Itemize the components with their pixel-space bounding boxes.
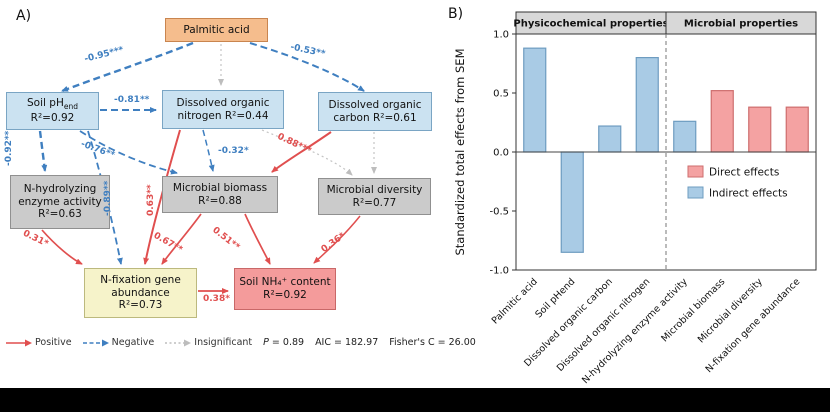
arrow-mb-to-nh4 <box>244 213 271 265</box>
legend-swatch-direct <box>687 165 704 178</box>
box-n-fixation-gene-abundance: N-fixation gene abundance R²=0.73 <box>84 268 197 318</box>
box-line: Soil NH₄⁺ content <box>239 276 331 289</box>
legend-label-negative: Negative <box>111 337 155 348</box>
stat-p-label: P <box>263 337 269 348</box>
sem-legend-row: Positive Negative Insignificant P = 0.89… <box>6 337 476 348</box>
box-line: R²=0.88 <box>198 194 242 207</box>
legend-item-positive: Positive <box>6 337 72 348</box>
bar-4 <box>673 120 697 153</box>
insignificant-arrow-icon <box>165 339 192 346</box>
box-line: nitrogen R²=0.44 <box>177 109 269 122</box>
subscript: end <box>63 102 78 112</box>
box-line: R²=0.73 <box>118 299 163 312</box>
box-line: Dissolved organic <box>176 96 270 109</box>
coef-nhea-nfg: 0.31* <box>21 228 50 250</box>
bar-6 <box>748 106 772 153</box>
bar-5 <box>710 90 734 153</box>
panel-b-bar-chart: B) Physicochemical properties Microbial p… <box>438 0 830 388</box>
y-tick-label-1: 0.5 <box>493 89 509 100</box>
x-tick-label-5: Microbial biomass <box>659 276 727 344</box>
coef-mb-nfg: 0.67** <box>151 230 185 256</box>
box-dissolved-organic-nitrogen: Dissolved organic nitrogen R²=0.44 <box>162 90 284 129</box>
bar-3 <box>635 56 659 153</box>
y-tick-label-2: 0.0 <box>493 148 509 159</box>
group-label-1: Microbial properties <box>684 19 798 30</box>
y-tick-label-4: -1.0 <box>489 266 509 277</box>
coef-mb-nh4: 0.51** <box>210 225 242 253</box>
bar-2 <box>598 125 622 153</box>
stat-fishers-c: Fisher's C = 26.00 <box>389 337 476 348</box>
y-tick-label-3: -0.5 <box>489 207 509 218</box>
arrow-nhea-to-nfg <box>41 229 83 265</box>
coef-palmitic-soilph: -0.95*** <box>83 45 125 65</box>
y-axis-title: Standardized total effects from SEM <box>453 49 467 256</box>
legend-item-insignificant: Insignificant <box>165 337 252 348</box>
panel-b-label: B) <box>448 6 464 22</box>
coef-nfg-nh4: 0.38* <box>203 294 230 304</box>
box-line: R²=0.92 <box>30 111 75 124</box>
box-line: Soil pHend <box>27 97 78 111</box>
y-tick-label-0: 1.0 <box>493 30 509 41</box>
figure-canvas: A) <box>0 0 830 388</box>
stat-aic: AIC = 182.97 <box>315 337 379 348</box>
box-line: R²=0.63 <box>38 208 82 221</box>
panel-a-sem-diagram: A) <box>0 0 476 388</box>
coef-soilph-mb: -0.76** <box>79 139 117 161</box>
bar-1 <box>560 151 584 253</box>
coef-soilph-nhea: -0.92** <box>4 130 14 166</box>
box-microbial-biomass: Microbial biomass R²=0.88 <box>162 176 278 213</box>
box-line: R²=0.92 <box>263 289 307 301</box>
box-line: Dissolved organic <box>328 98 422 111</box>
standardized-effects-chart: Physicochemical properties Microbial prop… <box>453 11 817 386</box>
box-line: carbon R²=0.61 <box>333 111 417 124</box>
coef-soilph-nfg: -0.89** <box>103 180 113 216</box>
coef-don-mb: -0.32* <box>218 146 249 156</box>
coef-soilph-don: -0.81** <box>114 95 150 105</box>
box-line: enzyme activity <box>18 195 102 208</box>
box-line: R²=0.77 <box>352 196 397 209</box>
arrow-soilph-to-nhea <box>38 130 48 172</box>
negative-arrow-icon <box>82 339 109 346</box>
box-soil-nh4-content: Soil NH₄⁺ content R²=0.92 <box>234 268 336 310</box>
box-text: Soil pH <box>27 97 64 110</box>
box-line: Microbial diversity <box>326 183 423 196</box>
box-soil-ph: Soil pHend R²=0.92 <box>6 92 99 130</box>
arrow-don-to-mb <box>202 129 215 172</box>
box-palmitic-acid: Palmitic acid <box>165 18 268 42</box>
panel-a-label: A) <box>16 8 32 24</box>
legend-label-direct: Direct effects <box>709 167 779 179</box>
legend-label-insignificant: Insignificant <box>194 337 253 348</box>
box-microbial-diversity: Microbial diversity R²=0.77 <box>318 178 431 215</box>
coef-don-nfg: 0.63** <box>146 184 156 216</box>
legend-label-indirect: Indirect effects <box>709 188 788 200</box>
box-line: abundance <box>111 286 170 299</box>
x-tick-label-6: Microbial diversity <box>696 276 765 345</box>
legend-item-negative: Negative <box>82 337 155 348</box>
box-dissolved-organic-carbon: Dissolved organic carbon R²=0.61 <box>318 92 432 131</box>
coef-md-nh4: 0.36* <box>319 231 348 255</box>
coef-doc-mb: 0.88*** <box>275 131 313 157</box>
coef-palmitic-doc: -0.53** <box>289 42 327 60</box>
stat-p-number: = 0.89 <box>271 337 305 348</box>
positive-arrow-icon <box>6 339 32 346</box>
stat-p-value: P = 0.89 <box>263 337 304 348</box>
box-line: Palmitic acid <box>183 23 250 36</box>
legend-label-positive: Positive <box>35 337 72 348</box>
bar-7 <box>785 106 809 153</box>
legend-swatch-indirect <box>687 186 704 199</box>
box-n-hydrolyzing-enzyme-activity: N-hydrolyzing enzyme activity R²=0.63 <box>10 175 110 229</box>
arrow-palmitic-to-soilph <box>61 41 194 93</box>
x-tick-label-0: Palmitic acid <box>490 276 540 326</box>
box-line: N-hydrolyzing <box>23 182 97 195</box>
box-line: Microbial biomass <box>172 181 268 194</box>
group-label-0: Physicochemical properties <box>513 19 668 30</box>
bar-0 <box>523 47 547 153</box>
box-line: N-fixation gene <box>100 273 181 286</box>
